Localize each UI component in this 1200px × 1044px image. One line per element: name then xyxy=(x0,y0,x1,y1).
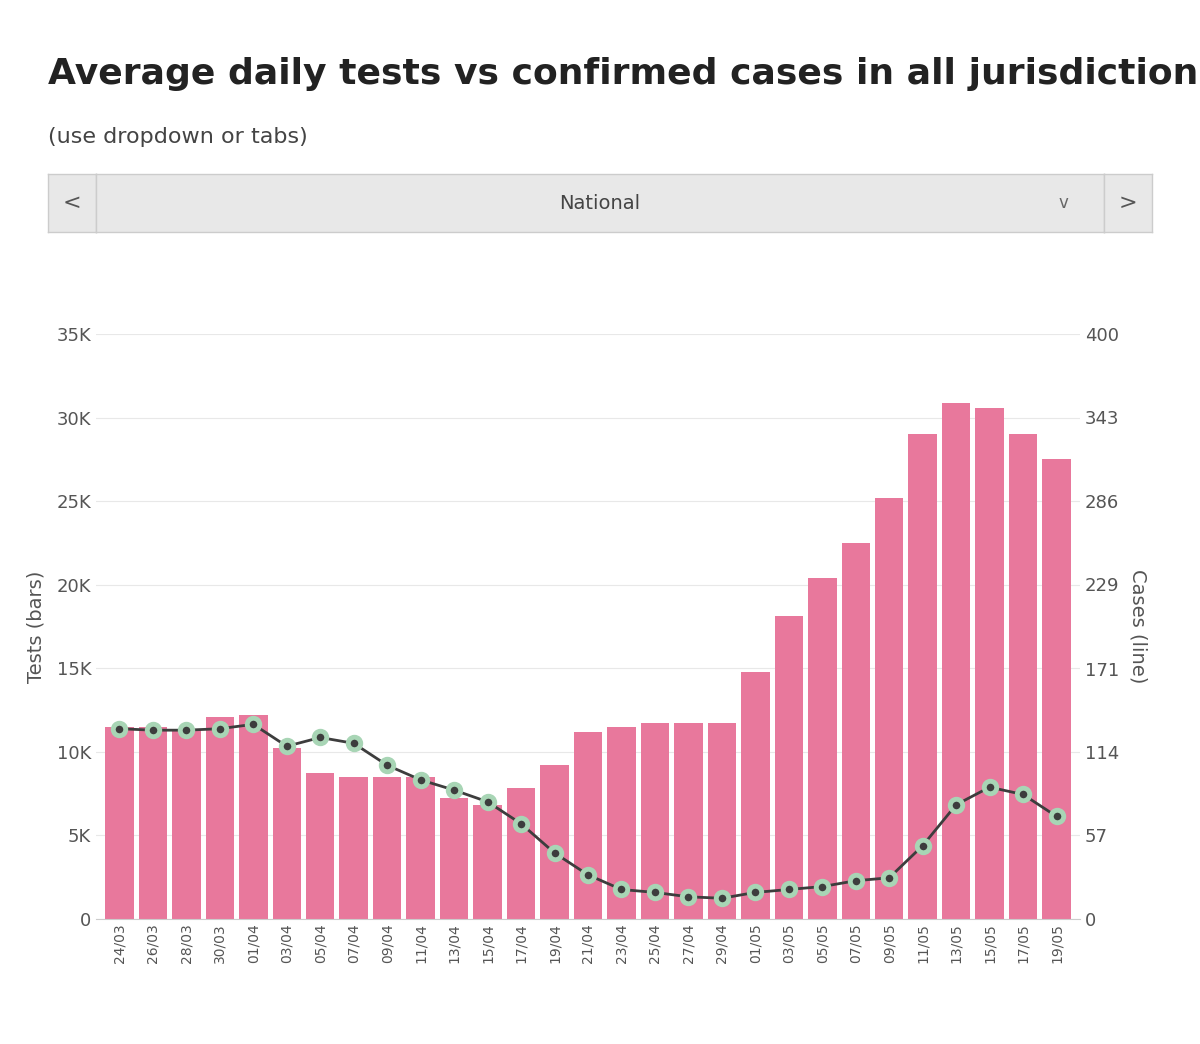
Bar xyxy=(172,730,200,919)
Bar xyxy=(239,715,268,919)
Y-axis label: Tests (bars): Tests (bars) xyxy=(26,570,46,683)
Bar xyxy=(841,543,870,919)
Bar xyxy=(674,723,703,919)
Text: (use dropdown or tabs): (use dropdown or tabs) xyxy=(48,127,307,147)
Bar xyxy=(407,777,434,919)
Bar xyxy=(742,671,769,919)
Bar xyxy=(473,805,502,919)
Bar xyxy=(708,723,736,919)
Bar xyxy=(1043,459,1070,919)
Bar xyxy=(340,777,368,919)
Bar xyxy=(908,434,937,919)
Bar xyxy=(540,765,569,919)
Bar xyxy=(574,732,602,919)
Y-axis label: Cases (line): Cases (line) xyxy=(1128,569,1147,684)
Bar xyxy=(440,799,468,919)
Bar xyxy=(139,727,167,919)
Bar xyxy=(106,727,133,919)
Bar xyxy=(774,616,803,919)
Bar xyxy=(875,498,904,919)
Text: >: > xyxy=(1118,193,1138,213)
Text: <: < xyxy=(62,193,82,213)
Bar xyxy=(506,788,535,919)
Bar xyxy=(607,727,636,919)
Bar xyxy=(205,716,234,919)
Text: Average daily tests vs confirmed cases in all jurisdictions: Average daily tests vs confirmed cases i… xyxy=(48,57,1200,92)
Bar xyxy=(641,723,670,919)
Bar xyxy=(808,578,836,919)
Bar xyxy=(942,403,971,919)
Bar xyxy=(1009,434,1037,919)
Bar xyxy=(306,774,335,919)
Bar xyxy=(976,407,1004,919)
Text: National: National xyxy=(559,193,641,213)
Bar xyxy=(373,777,402,919)
Bar xyxy=(272,749,301,919)
Text: v: v xyxy=(1058,194,1069,212)
